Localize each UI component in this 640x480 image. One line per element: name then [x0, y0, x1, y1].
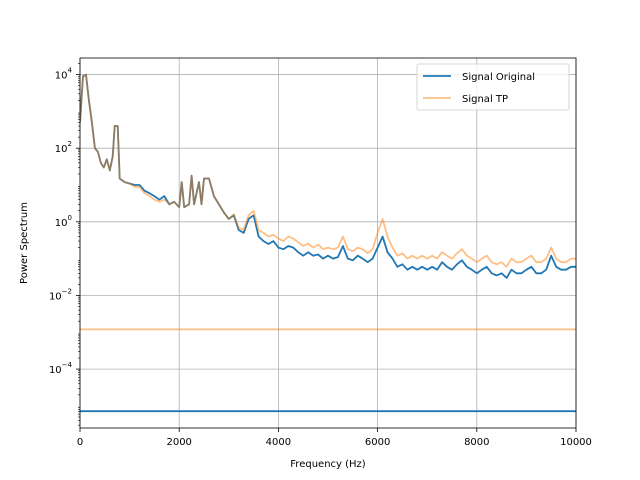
y-tick-label: 10−4: [49, 361, 73, 376]
series-line-signal-tp: [80, 73, 576, 268]
series-layer: [80, 73, 576, 413]
plot-area: [79, 57, 577, 429]
x-tick-label: 0: [77, 437, 83, 448]
legend-label-signal-original: Signal Original: [462, 72, 535, 83]
y-tick-label: 104: [55, 67, 73, 82]
x-tick-label: 8000: [464, 437, 489, 448]
y-axis: 104 102 100 10−2 10−4: [49, 63, 80, 426]
legend-label-signal-tp: Signal TP: [462, 94, 508, 105]
x-axis-label: Frequency (Hz): [290, 459, 366, 470]
axes-background: [80, 58, 576, 428]
x-tick-label: 2000: [166, 437, 191, 448]
legend-box: [416, 63, 570, 111]
y-tick-label: 100: [55, 214, 72, 229]
x-tick-label: 10000: [560, 437, 592, 448]
x-tick-label: 6000: [365, 437, 390, 448]
legend: Signal Original Signal TP: [416, 63, 570, 111]
grid: [79, 58, 577, 428]
x-axis: 0 2000 4000 6000 8000 10000: [77, 428, 592, 448]
y-tick-label: 102: [55, 140, 72, 155]
series-line-signal-original: [80, 73, 576, 279]
axes-frame: [79, 57, 577, 429]
x-tick-label: 4000: [266, 437, 291, 448]
y-tick-label: 10−2: [49, 287, 72, 302]
y-axis-label: Power Spectrum: [19, 202, 30, 284]
